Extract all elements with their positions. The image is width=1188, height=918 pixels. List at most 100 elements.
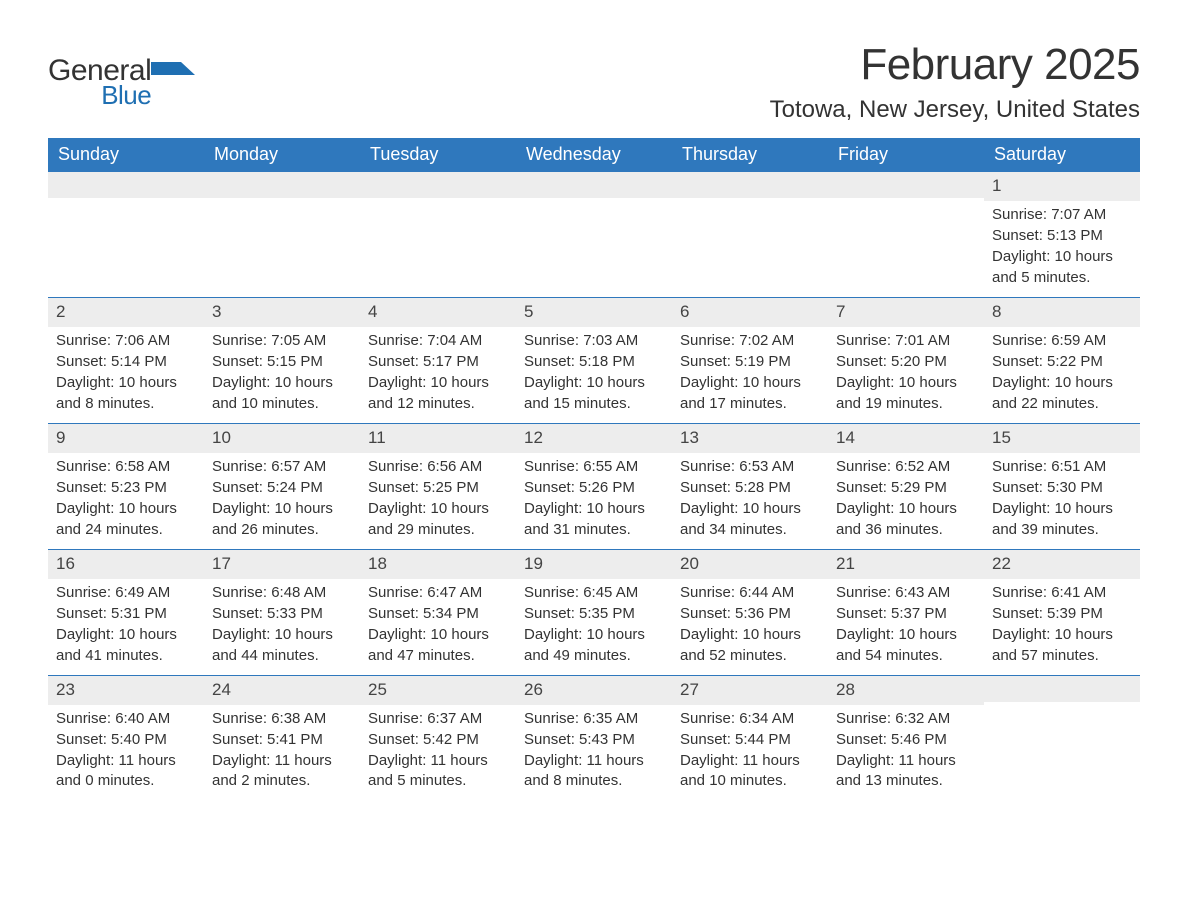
day-number: [516, 172, 672, 198]
day-number: 16: [48, 550, 204, 579]
daylight-line: Daylight: 10 hours and 54 minutes.: [836, 625, 978, 666]
sunrise-line: Sunrise: 6:40 AM: [56, 709, 198, 729]
day-cell: 24Sunrise: 6:38 AMSunset: 5:41 PMDayligh…: [204, 676, 360, 801]
daylight-line: Daylight: 10 hours and 15 minutes.: [524, 373, 666, 414]
day-body: [828, 198, 984, 204]
day-body: Sunrise: 6:51 AMSunset: 5:30 PMDaylight:…: [984, 453, 1140, 543]
day-body: [672, 198, 828, 204]
weekday-header-cell: Monday: [204, 138, 360, 172]
sunrise-line: Sunrise: 7:06 AM: [56, 331, 198, 351]
day-number: 28: [828, 676, 984, 705]
daylight-line: Daylight: 10 hours and 44 minutes.: [212, 625, 354, 666]
day-body: [516, 198, 672, 204]
title-block: February 2025 Totowa, New Jersey, United…: [770, 40, 1140, 124]
sunset-line: Sunset: 5:37 PM: [836, 604, 978, 624]
day-body: Sunrise: 6:40 AMSunset: 5:40 PMDaylight:…: [48, 705, 204, 795]
header: General Blue February 2025 Totowa, New J…: [48, 40, 1140, 124]
day-body: Sunrise: 7:02 AMSunset: 5:19 PMDaylight:…: [672, 327, 828, 417]
week-row: 2Sunrise: 7:06 AMSunset: 5:14 PMDaylight…: [48, 297, 1140, 423]
day-body: Sunrise: 7:01 AMSunset: 5:20 PMDaylight:…: [828, 327, 984, 417]
sunset-line: Sunset: 5:17 PM: [368, 352, 510, 372]
day-number: [828, 172, 984, 198]
day-cell: 3Sunrise: 7:05 AMSunset: 5:15 PMDaylight…: [204, 298, 360, 423]
sunrise-line: Sunrise: 7:05 AM: [212, 331, 354, 351]
day-cell: 26Sunrise: 6:35 AMSunset: 5:43 PMDayligh…: [516, 676, 672, 801]
day-body: Sunrise: 6:57 AMSunset: 5:24 PMDaylight:…: [204, 453, 360, 543]
day-body: Sunrise: 6:45 AMSunset: 5:35 PMDaylight:…: [516, 579, 672, 669]
day-number: 20: [672, 550, 828, 579]
day-cell: 19Sunrise: 6:45 AMSunset: 5:35 PMDayligh…: [516, 550, 672, 675]
sunrise-line: Sunrise: 6:52 AM: [836, 457, 978, 477]
day-number: 22: [984, 550, 1140, 579]
day-body: [360, 198, 516, 204]
sunrise-line: Sunrise: 6:32 AM: [836, 709, 978, 729]
daylight-line: Daylight: 10 hours and 49 minutes.: [524, 625, 666, 666]
day-body: Sunrise: 6:43 AMSunset: 5:37 PMDaylight:…: [828, 579, 984, 669]
day-cell: 6Sunrise: 7:02 AMSunset: 5:19 PMDaylight…: [672, 298, 828, 423]
sunset-line: Sunset: 5:15 PM: [212, 352, 354, 372]
sunrise-line: Sunrise: 6:35 AM: [524, 709, 666, 729]
sunset-line: Sunset: 5:35 PM: [524, 604, 666, 624]
day-body: Sunrise: 6:37 AMSunset: 5:42 PMDaylight:…: [360, 705, 516, 795]
sunset-line: Sunset: 5:39 PM: [992, 604, 1134, 624]
day-cell: 22Sunrise: 6:41 AMSunset: 5:39 PMDayligh…: [984, 550, 1140, 675]
daylight-line: Daylight: 11 hours and 8 minutes.: [524, 751, 666, 792]
week-row: 16Sunrise: 6:49 AMSunset: 5:31 PMDayligh…: [48, 549, 1140, 675]
daylight-line: Daylight: 10 hours and 8 minutes.: [56, 373, 198, 414]
day-number: 21: [828, 550, 984, 579]
day-number: 1: [984, 172, 1140, 201]
daylight-line: Daylight: 10 hours and 47 minutes.: [368, 625, 510, 666]
daylight-line: Daylight: 10 hours and 57 minutes.: [992, 625, 1134, 666]
day-cell: 28Sunrise: 6:32 AMSunset: 5:46 PMDayligh…: [828, 676, 984, 801]
day-cell: 20Sunrise: 6:44 AMSunset: 5:36 PMDayligh…: [672, 550, 828, 675]
day-cell: 1Sunrise: 7:07 AMSunset: 5:13 PMDaylight…: [984, 172, 1140, 297]
calendar: SundayMondayTuesdayWednesdayThursdayFrid…: [48, 138, 1140, 801]
day-number: 11: [360, 424, 516, 453]
sunset-line: Sunset: 5:24 PM: [212, 478, 354, 498]
day-number: 8: [984, 298, 1140, 327]
day-cell: 25Sunrise: 6:37 AMSunset: 5:42 PMDayligh…: [360, 676, 516, 801]
sunset-line: Sunset: 5:29 PM: [836, 478, 978, 498]
sunset-line: Sunset: 5:23 PM: [56, 478, 198, 498]
day-number: [204, 172, 360, 198]
day-body: Sunrise: 6:55 AMSunset: 5:26 PMDaylight:…: [516, 453, 672, 543]
day-number: 5: [516, 298, 672, 327]
weekday-header-row: SundayMondayTuesdayWednesdayThursdayFrid…: [48, 138, 1140, 172]
day-body: Sunrise: 6:34 AMSunset: 5:44 PMDaylight:…: [672, 705, 828, 795]
sunset-line: Sunset: 5:13 PM: [992, 226, 1134, 246]
day-number: 9: [48, 424, 204, 453]
weekday-header-cell: Saturday: [984, 138, 1140, 172]
sunrise-line: Sunrise: 6:55 AM: [524, 457, 666, 477]
sunset-line: Sunset: 5:28 PM: [680, 478, 822, 498]
day-cell: 4Sunrise: 7:04 AMSunset: 5:17 PMDaylight…: [360, 298, 516, 423]
day-number: [672, 172, 828, 198]
day-cell: [204, 172, 360, 297]
day-number: 26: [516, 676, 672, 705]
brand-text: General Blue: [48, 56, 151, 108]
daylight-line: Daylight: 10 hours and 36 minutes.: [836, 499, 978, 540]
day-cell: [48, 172, 204, 297]
day-body: Sunrise: 6:52 AMSunset: 5:29 PMDaylight:…: [828, 453, 984, 543]
day-body: [984, 702, 1140, 708]
sunset-line: Sunset: 5:26 PM: [524, 478, 666, 498]
sunset-line: Sunset: 5:41 PM: [212, 730, 354, 750]
weekday-header-cell: Thursday: [672, 138, 828, 172]
week-row: 23Sunrise: 6:40 AMSunset: 5:40 PMDayligh…: [48, 675, 1140, 801]
sunset-line: Sunset: 5:34 PM: [368, 604, 510, 624]
daylight-line: Daylight: 10 hours and 5 minutes.: [992, 247, 1134, 288]
weekday-header-cell: Friday: [828, 138, 984, 172]
day-cell: 10Sunrise: 6:57 AMSunset: 5:24 PMDayligh…: [204, 424, 360, 549]
day-body: Sunrise: 6:59 AMSunset: 5:22 PMDaylight:…: [984, 327, 1140, 417]
day-number: 17: [204, 550, 360, 579]
sunrise-line: Sunrise: 7:02 AM: [680, 331, 822, 351]
sunset-line: Sunset: 5:20 PM: [836, 352, 978, 372]
weekday-header-cell: Tuesday: [360, 138, 516, 172]
day-body: Sunrise: 7:07 AMSunset: 5:13 PMDaylight:…: [984, 201, 1140, 291]
weeks-container: 1Sunrise: 7:07 AMSunset: 5:13 PMDaylight…: [48, 172, 1140, 801]
sunrise-line: Sunrise: 6:44 AM: [680, 583, 822, 603]
sunrise-line: Sunrise: 6:49 AM: [56, 583, 198, 603]
sunrise-line: Sunrise: 6:34 AM: [680, 709, 822, 729]
day-body: Sunrise: 6:58 AMSunset: 5:23 PMDaylight:…: [48, 453, 204, 543]
daylight-line: Daylight: 10 hours and 19 minutes.: [836, 373, 978, 414]
day-body: Sunrise: 6:44 AMSunset: 5:36 PMDaylight:…: [672, 579, 828, 669]
